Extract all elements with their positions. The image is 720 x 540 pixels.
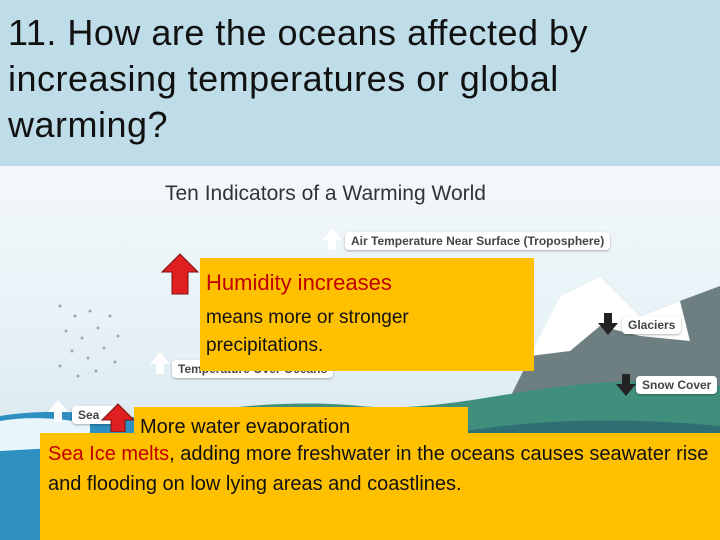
arrow-stem bbox=[156, 364, 164, 374]
arrow-up-icon bbox=[48, 400, 68, 412]
red-arrow-up-icon bbox=[160, 253, 200, 295]
title-bar: 11. How are the oceans affected by incre… bbox=[0, 0, 720, 166]
arrow-stem bbox=[622, 374, 630, 384]
arrow-stem bbox=[328, 240, 336, 250]
sea-ice-highlight: Sea Ice melts bbox=[48, 443, 170, 465]
evaporation-text: More water evaporation bbox=[140, 416, 351, 437]
indicator-glaciers: Glaciers bbox=[622, 316, 682, 334]
arrow-up-icon bbox=[150, 352, 170, 364]
indicator-air-temperature: Air Temperature Near Surface (Tropospher… bbox=[345, 232, 611, 250]
figure-heading: Ten Indicators of a Warming World bbox=[165, 182, 486, 205]
sea-ice-rest: , adding more freshwater in the oceans c… bbox=[48, 443, 709, 495]
arrow-up-icon bbox=[322, 228, 342, 240]
slide-title: 11. How are the oceans affected by incre… bbox=[8, 12, 589, 145]
sea-ice-callout: Sea Ice melts, adding more freshwater in… bbox=[40, 433, 720, 540]
evaporation-callout: More water evaporation bbox=[134, 407, 468, 437]
humidity-heading: Humidity increases bbox=[206, 270, 392, 295]
arrow-down-icon bbox=[616, 384, 636, 396]
arrow-down-icon bbox=[598, 323, 618, 335]
humidity-body: means more or stronger precipitations. bbox=[206, 307, 409, 356]
red-arrow-up-icon bbox=[100, 403, 136, 432]
indicator-snow-cover: Snow Cover bbox=[636, 376, 718, 394]
arrow-stem bbox=[54, 412, 62, 422]
sea-ice-text: Sea Ice melts, adding more freshwater in… bbox=[48, 439, 718, 499]
arrow-stem bbox=[604, 313, 612, 323]
rain-dots bbox=[58, 304, 120, 378]
humidity-callout: Humidity increases means more or stronge… bbox=[200, 258, 534, 371]
